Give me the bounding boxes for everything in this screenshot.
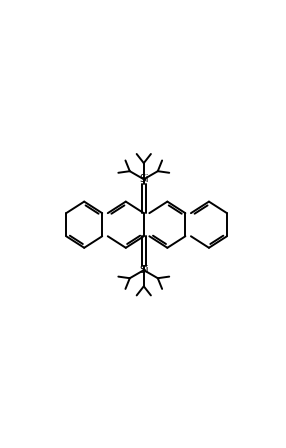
Text: Si: Si [140, 174, 149, 184]
Text: Si: Si [140, 265, 149, 275]
